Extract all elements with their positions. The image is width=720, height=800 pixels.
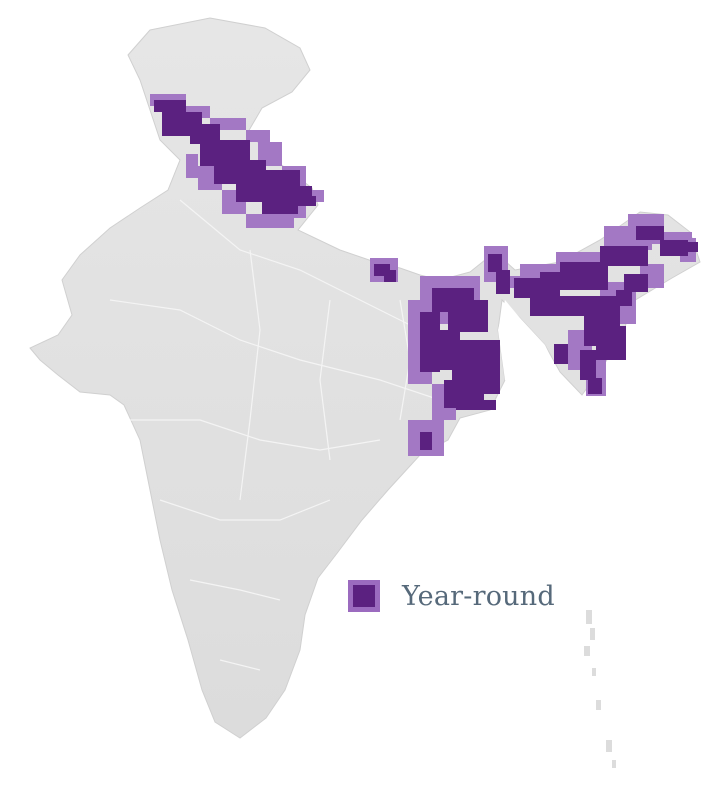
range-core-cell	[660, 240, 688, 256]
range-edge-cell	[628, 214, 664, 226]
range-core-cell	[384, 270, 396, 282]
range-core-cell	[496, 270, 510, 294]
range-core-cell	[580, 350, 596, 380]
range-core-cell	[488, 254, 502, 272]
legend: Year-round	[348, 580, 555, 612]
range-core-cell	[688, 242, 698, 252]
range-core-cell	[190, 124, 220, 144]
range-core-cell	[300, 196, 316, 206]
legend-swatch-year-round	[348, 580, 380, 612]
state-borders	[109, 199, 441, 671]
range-core-cells	[154, 100, 698, 450]
range-core-cell	[530, 296, 590, 316]
range-core-cell	[616, 290, 632, 306]
range-core-cell	[560, 262, 608, 290]
range-core-cell	[600, 246, 648, 266]
range-core-cell	[420, 312, 440, 372]
range-edge-cell	[186, 154, 198, 178]
bangladesh-gap	[498, 300, 558, 392]
landmass-india	[29, 17, 701, 739]
range-core-cell	[456, 400, 496, 410]
range-core-cell	[154, 100, 186, 112]
andaman-islands	[584, 610, 616, 768]
range-core-cell	[448, 300, 488, 332]
range-core-cell	[624, 274, 648, 292]
range-edge-cell	[246, 214, 294, 228]
range-core-cell	[636, 226, 664, 240]
range-core-cell	[588, 378, 602, 394]
legend-label: Year-round	[402, 580, 555, 612]
range-edge-cell	[246, 130, 270, 142]
range-core-cell	[420, 432, 432, 450]
range-core-cell	[554, 344, 568, 364]
range-core-cell	[596, 326, 626, 360]
